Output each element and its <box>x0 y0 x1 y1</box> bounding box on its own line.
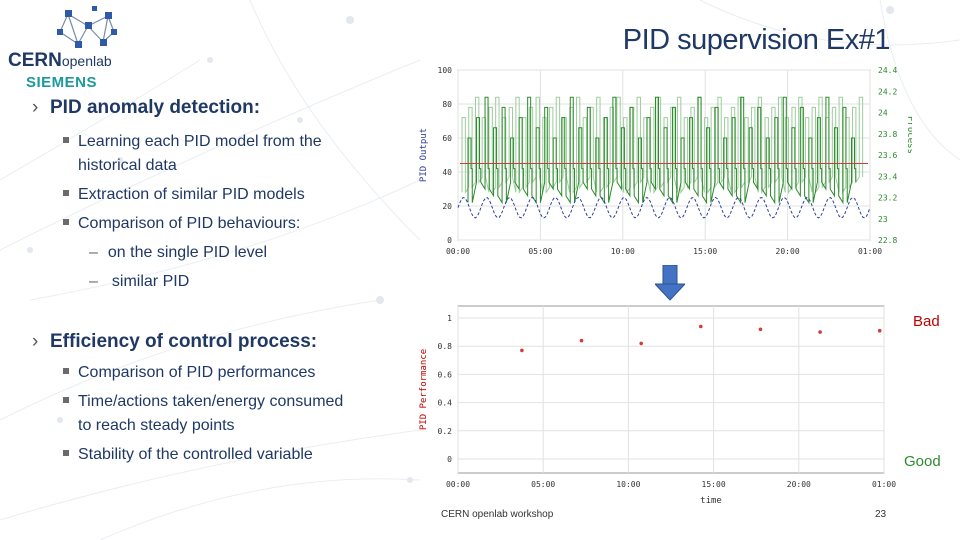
y2-tick-label: 24 <box>878 109 888 118</box>
plot-frame <box>457 305 885 474</box>
square-bullet-icon <box>63 396 69 403</box>
x-axis-label: time <box>700 496 722 506</box>
y2-tick-label: 24.2 <box>878 87 897 96</box>
bullet-text: Extraction of similar PID models <box>78 186 305 203</box>
y2-tick-label: 23.8 <box>878 130 897 139</box>
data-point <box>520 348 524 353</box>
series-line-process <box>457 196 871 219</box>
y-tick-label: 60 <box>442 134 452 143</box>
cern-globe-icon <box>57 6 117 48</box>
x-tick-label: 20:00 <box>776 247 800 256</box>
openlab-logo-text: openlab <box>61 53 112 69</box>
y-tick-label: 0.6 <box>438 370 453 379</box>
y-tick-label: 0 <box>447 455 452 464</box>
chevron-right-icon: › <box>32 331 39 352</box>
bullet-text: Comparison of PID behaviours: <box>78 215 301 232</box>
bullet-text: Time/actions taken/energy consumed <box>78 393 344 410</box>
square-bullet-icon <box>63 449 69 456</box>
data-point <box>818 330 822 334</box>
bullet-text: Learning each PID model from the <box>78 133 322 150</box>
x-tick-label: 15:00 <box>693 247 717 256</box>
pid-performance-chart-svg: 00:00 05:00 10:00 15:00 20:00 01:00 0 0.2 0.4 0.6… <box>419 305 896 506</box>
cern-logo-text: CERN <box>8 50 62 71</box>
x-tick-label: 10:00 <box>616 480 640 489</box>
y-tick-label: 0.4 <box>438 399 453 408</box>
section2-bullets: Comparison of PID performances Time/acti… <box>63 361 403 467</box>
x-tick-label: 20:00 <box>787 480 811 489</box>
sub-bullet-text: similar PID <box>111 273 190 290</box>
x-tick-label: 01:00 <box>872 480 896 489</box>
section2-heading: › Efficiency of control process: <box>32 331 317 353</box>
section1-heading-text: PID anomaly detection: <box>50 97 261 118</box>
section1-bullets: Learning each PID model from the histori… <box>63 130 403 294</box>
pid-performance-chart: 00:00 05:00 10:00 15:00 20:00 01:00 0 0.2 0.4 0.6… <box>412 300 912 515</box>
down-arrow-icon <box>655 265 685 301</box>
bullet-text: Comparison of PID performances <box>78 364 316 381</box>
data-point <box>639 341 643 346</box>
y2-tick-label: 23 <box>878 215 888 224</box>
section2-heading-text: Efficiency of control process: <box>50 331 318 352</box>
sub-bullet-item: – on the single PID level <box>89 244 268 261</box>
bullet-item: Learning each PID model from the <box>63 130 403 154</box>
y2-tick-label: 23.4 <box>878 172 897 181</box>
square-bullet-icon <box>63 136 69 143</box>
square-bullet-icon <box>63 218 69 225</box>
y-axis-label: PID Performance <box>419 349 429 430</box>
square-bullet-icon <box>63 189 69 196</box>
pid-output-chart-svg: 00:00 05:00 10:00 15:00 20:00 01:00 0 20 40 60 80 1… <box>419 66 915 256</box>
data-point <box>579 338 584 343</box>
section1-heading: › PID anomaly detection: <box>32 97 260 119</box>
sub-bullet-text: on the single PID level <box>107 244 268 261</box>
slide-title: PID supervision Ex#1 <box>622 24 891 56</box>
bullet-item: Comparison of PID performances <box>63 361 403 385</box>
y-tick-label: 0.8 <box>438 342 453 351</box>
y-tick-label: 20 <box>442 202 452 211</box>
bullet-item-continuation: historical data <box>63 154 403 178</box>
bullet-text: Stability of the controlled variable <box>78 446 313 463</box>
y2-tick-label: 23.2 <box>878 194 897 203</box>
bullet-item: Comparison of PID behaviours: <box>63 212 403 236</box>
y-tick-label: 0 <box>447 236 452 245</box>
chevron-right-icon: › <box>32 97 39 118</box>
x-tick-label: 00:00 <box>446 480 470 489</box>
y-axis-label: PID Output <box>419 128 429 182</box>
bullet-text: to reach steady points <box>78 417 235 434</box>
sub-bullet-item: – similar PID <box>89 273 190 290</box>
page-number: 23 <box>875 509 887 520</box>
pid-output-chart: 00:00 05:00 10:00 15:00 20:00 01:00 0 20 40 60 80 1… <box>412 62 915 262</box>
bad-label: Bad <box>913 313 940 330</box>
data-point <box>877 328 882 333</box>
x-tick-label: 05:00 <box>531 480 555 489</box>
good-label: Good <box>904 453 941 470</box>
data-point <box>758 327 763 332</box>
siemens-logo-text: SIEMENS <box>26 74 98 91</box>
bullet-item: Time/actions taken/energy consumed <box>63 390 403 414</box>
y-tick-label: 80 <box>442 100 452 109</box>
y-tick-label: 40 <box>442 168 452 177</box>
y2-tick-label: 23.6 <box>878 151 897 160</box>
data-point <box>699 324 703 329</box>
x-tick-label: 01:00 <box>858 247 882 256</box>
bullet-item: Extraction of similar PID models <box>63 183 403 207</box>
cern-openlab-logo: CERNopenlab SIEMENS <box>8 4 148 94</box>
footer-workshop: CERN openlab workshop <box>441 509 554 520</box>
bullet-text: historical data <box>78 157 177 174</box>
x-tick-label: 00:00 <box>446 247 470 256</box>
y2-tick-label: 22.8 <box>878 236 897 245</box>
y2-tick-label: 24.4 <box>878 66 897 75</box>
y-tick-label: 100 <box>438 66 453 75</box>
bullet-item: Stability of the controlled variable <box>63 443 403 467</box>
series-line-output <box>467 96 857 205</box>
y2-axis-label: Process <box>905 116 912 154</box>
bullet-item-continuation: to reach steady points <box>63 414 403 438</box>
square-bullet-icon <box>63 367 69 374</box>
x-tick-label: 10:00 <box>611 247 635 256</box>
y-tick-label: 1 <box>447 314 452 323</box>
x-tick-label: 05:00 <box>528 247 552 256</box>
y-tick-label: 0.2 <box>438 427 453 436</box>
x-tick-label: 15:00 <box>702 480 726 489</box>
